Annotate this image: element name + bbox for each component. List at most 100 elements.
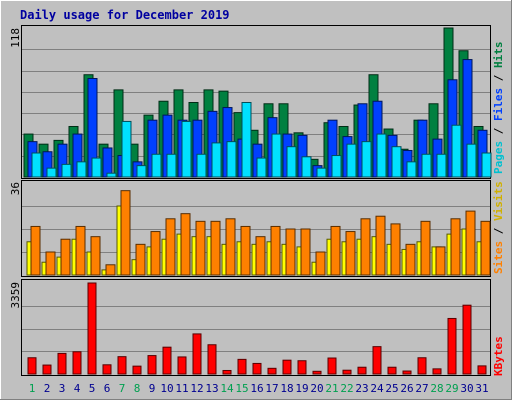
kbytes-bar-day-16 [252, 362, 262, 375]
pages-bar-day-18 [286, 146, 297, 178]
day-label: 21 [325, 382, 338, 395]
legend-visits: Visits [492, 181, 505, 221]
legend-slash-3: / [492, 221, 505, 241]
sites-bar-day-18 [285, 228, 296, 276]
sites-bar-day-21 [330, 225, 341, 276]
kbytes-bar-day-7 [117, 356, 127, 375]
sites-bar-day-22 [345, 231, 356, 276]
sites-bar-day-9 [150, 231, 161, 276]
hits-panel [21, 25, 491, 179]
kbytes-bar-day-31 [477, 365, 487, 375]
sites-bar-day-23 [360, 218, 371, 276]
legend-files: Files [492, 88, 505, 121]
kbytes-bar-day-8 [132, 365, 142, 375]
sites-bar-day-20 [315, 251, 326, 276]
day-axis: 1 2 3 4 5 6 7 8 9 10 11 12 13 14 15 16 17 18 19 20 21 22 23 24 2… [29, 382, 489, 395]
sites-bar-day-27 [420, 220, 431, 276]
day-label: 30 [460, 382, 473, 395]
kbytes-bar-day-28 [432, 368, 442, 375]
legend-pages: Pages [492, 141, 505, 174]
day-label: 19 [295, 382, 308, 395]
day-label: 9 [149, 382, 156, 395]
pages-bar-day-5 [91, 157, 102, 178]
kbytes-bar-day-13 [207, 344, 217, 375]
sites-bar-day-2 [45, 251, 56, 276]
sites-bar-day-28 [435, 246, 446, 276]
day-label: 23 [355, 382, 368, 395]
pages-bar-day-8 [136, 165, 147, 178]
sites-bar-day-16 [255, 236, 266, 276]
day-label: 27 [415, 382, 428, 395]
pages-bar-day-28 [436, 153, 447, 178]
pages-bar-day-10 [166, 153, 177, 178]
pages-bar-day-13 [211, 142, 222, 178]
sites-bar-day-31 [480, 220, 491, 276]
sites-bar-day-5 [90, 236, 101, 276]
kbytes-bar-day-17 [267, 367, 277, 375]
sites-bar-day-25 [390, 223, 401, 276]
sites-bar-day-29 [450, 218, 461, 276]
day-label: 25 [385, 382, 398, 395]
pages-bar-day-16 [256, 157, 267, 178]
sites-bar-day-13 [210, 220, 221, 276]
kbytes-bar-day-9 [147, 355, 157, 375]
kbytes-bar-day-4 [72, 351, 82, 375]
pages-bar-day-7 [121, 120, 132, 178]
sites-bar-day-6 [105, 264, 116, 276]
kbytes-bar-day-21 [327, 357, 337, 375]
kbytes-bar-day-23 [357, 366, 367, 375]
kbytes-bar-day-14 [222, 369, 232, 375]
pages-bar-day-27 [421, 153, 432, 178]
kbytes-bar-day-1 [27, 357, 37, 375]
pages-bar-day-6 [106, 172, 117, 178]
day-label: 24 [370, 382, 384, 395]
day-label: 12 [190, 382, 203, 395]
pages-bar-day-29 [451, 124, 462, 178]
day-label: 26 [400, 382, 413, 395]
legend-hits: Hits [492, 42, 505, 69]
kbytes-bar-day-24 [372, 346, 382, 375]
sites-bar-day-19 [300, 228, 311, 276]
legend-slash-2: / [492, 68, 505, 88]
kbytes-bar-day-20 [312, 370, 322, 375]
day-label: 11 [175, 382, 188, 395]
pages-bar-day-26 [406, 161, 417, 178]
sites-bar-day-12 [195, 220, 206, 276]
sites-bar-day-14 [225, 218, 236, 276]
kbytes-bar-day-25 [387, 366, 397, 375]
kbytes-side-legend: KBytes [492, 336, 505, 376]
day-label: 13 [205, 382, 218, 395]
sites-bar-day-4 [75, 225, 86, 276]
kbytes-bar-day-22 [342, 369, 352, 375]
pages-bar-day-19 [301, 156, 312, 178]
bars [23, 27, 492, 375]
sites-bar-day-7 [120, 190, 131, 276]
kbytes-bar-day-3 [57, 352, 67, 375]
sites-bar-day-1 [30, 225, 41, 276]
pages-bar-day-31 [481, 152, 492, 178]
day-label: 4 [74, 382, 81, 395]
kbytes-bar-day-15 [237, 358, 247, 375]
kbytes-panel [21, 279, 491, 376]
kbytes-bar-day-6 [102, 364, 112, 375]
day-label: 22 [340, 382, 353, 395]
legend-slash-1: / [492, 121, 505, 141]
kbytes-bar-day-27 [417, 357, 427, 375]
legend-sites: Sites [492, 241, 505, 274]
day-label: 29 [445, 382, 458, 395]
day-label: 20 [310, 382, 323, 395]
pages-bar-day-9 [151, 153, 162, 178]
day-label: 14 [220, 382, 234, 395]
kbytes-bar-day-10 [162, 346, 172, 375]
pages-bar-day-3 [61, 163, 72, 178]
pages-bar-day-21 [331, 155, 342, 178]
kbytes-bar-day-5 [87, 282, 97, 375]
sites-bar-day-8 [135, 243, 146, 276]
sites-bar-day-10 [165, 218, 176, 276]
pages-bar-day-11 [181, 120, 192, 178]
day-label: 8 [134, 382, 141, 395]
kbytes-max-label: 3359 [9, 282, 22, 309]
pages-bar-day-17 [271, 133, 282, 178]
sites-bar-day-26 [405, 243, 416, 276]
